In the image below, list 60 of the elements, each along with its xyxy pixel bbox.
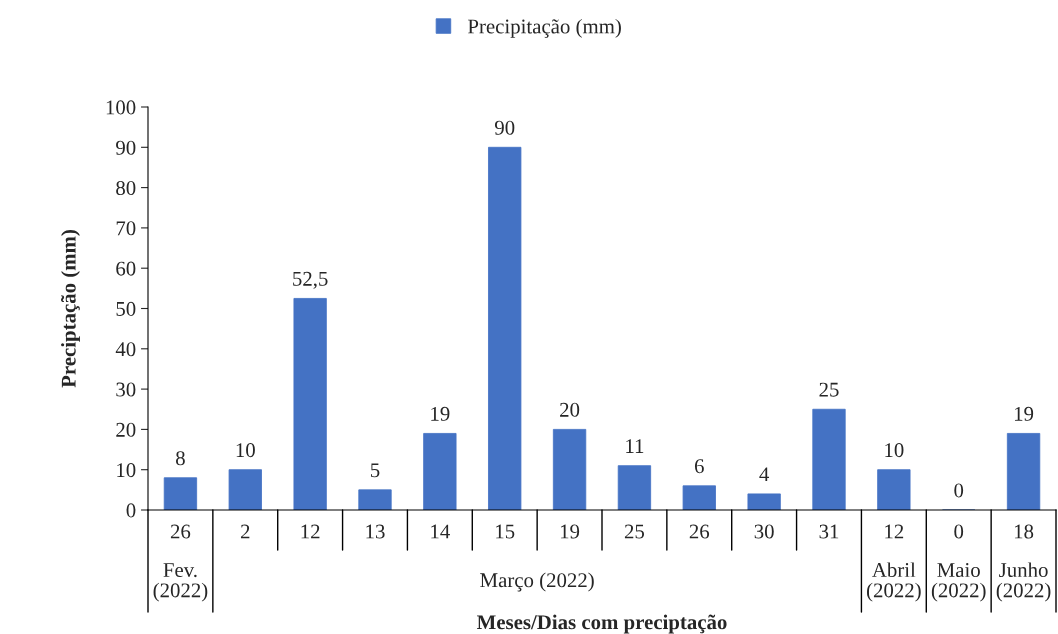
bar — [358, 489, 392, 510]
bar — [877, 469, 911, 510]
bar — [617, 465, 652, 510]
y-tick-label: 60 — [116, 261, 136, 276]
x-tick-label: 14 — [431, 524, 450, 539]
text: Abril (2022) — [867, 562, 921, 602]
bar — [1006, 433, 1041, 510]
data-label: 10 — [236, 443, 255, 458]
bar — [163, 477, 198, 510]
x-tick-label: 25 — [624, 524, 645, 539]
x-tick-label: 18 — [1014, 524, 1034, 539]
text: Junho (2022) — [996, 562, 1051, 602]
text: Fev. (2022) — [153, 563, 208, 602]
data-label: 90 — [494, 120, 515, 135]
x-tick-label: 15 — [496, 524, 515, 539]
data-label: 20 — [560, 402, 580, 417]
x-tick-label: 13 — [366, 524, 385, 539]
data-label: 4 — [759, 467, 770, 482]
x-tick-label: 31 — [819, 524, 839, 539]
bar — [812, 408, 846, 510]
data-label: 0 — [954, 483, 964, 498]
y-tick-label: 90 — [116, 140, 136, 155]
legend-label: Precipitação (mm) — [468, 18, 621, 38]
data-label: 19 — [1014, 406, 1034, 421]
bar — [228, 469, 262, 510]
y-tick-label: 20 — [116, 422, 136, 437]
bar — [488, 146, 522, 510]
y-tick-label: 40 — [115, 342, 136, 357]
y-tick-label: 30 — [116, 382, 136, 397]
x-tick-label: 12 — [885, 524, 904, 539]
y-tick-label: 80 — [116, 180, 136, 196]
data-label: 52,5 — [293, 271, 328, 289]
x-tick-label: 30 — [754, 524, 774, 539]
bar — [747, 493, 781, 510]
y-tick-label: 70 — [116, 221, 136, 236]
bar — [293, 298, 327, 510]
data-label: 10 — [885, 443, 904, 458]
y-tick-label: 100 — [106, 100, 136, 115]
text: Maio (2022) — [931, 563, 986, 602]
x-tick-label: 0 — [954, 524, 964, 539]
x-axis-title: Meses/Dias com preciptação — [476, 614, 727, 634]
data-label: 8 — [176, 451, 185, 466]
x-tick-label: 2 — [240, 524, 250, 539]
y-axis-title: Preciptação (mm) — [61, 230, 80, 388]
data-label: 19 — [431, 406, 450, 421]
bar — [552, 428, 587, 510]
x-tick-label: 19 — [560, 524, 580, 539]
bar — [682, 485, 716, 510]
data-label: 6 — [694, 459, 704, 474]
x-tick-label: 26 — [170, 524, 191, 539]
data-label: 11 — [626, 439, 644, 453]
y-tick-label: 50 — [116, 301, 136, 316]
text: Março (2022) — [480, 572, 594, 592]
data-label: 25 — [819, 382, 839, 397]
y-tick-label: 10 — [117, 463, 136, 478]
data-label: 5 — [371, 463, 380, 478]
y-tick-label: 0 — [126, 503, 136, 518]
bar — [423, 433, 457, 510]
x-tick-label: 26 — [689, 524, 710, 539]
x-tick-label: 12 — [301, 524, 320, 539]
